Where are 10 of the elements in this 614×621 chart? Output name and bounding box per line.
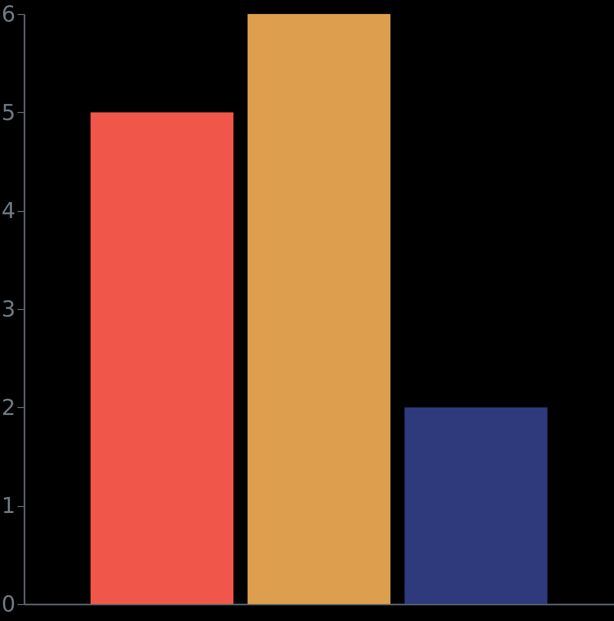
y-tick-label: 3	[2, 298, 16, 322]
y-tick-label: 2	[2, 396, 16, 421]
bar	[248, 14, 390, 604]
y-tick-label: 0	[2, 592, 16, 618]
y-tick-label: 4	[2, 199, 16, 224]
y-tick-label: 6	[2, 2, 16, 28]
y-tick-label: 1	[2, 494, 16, 520]
y-tick-label: 5	[2, 100, 16, 126]
bar	[90, 112, 234, 604]
bar	[404, 407, 548, 604]
